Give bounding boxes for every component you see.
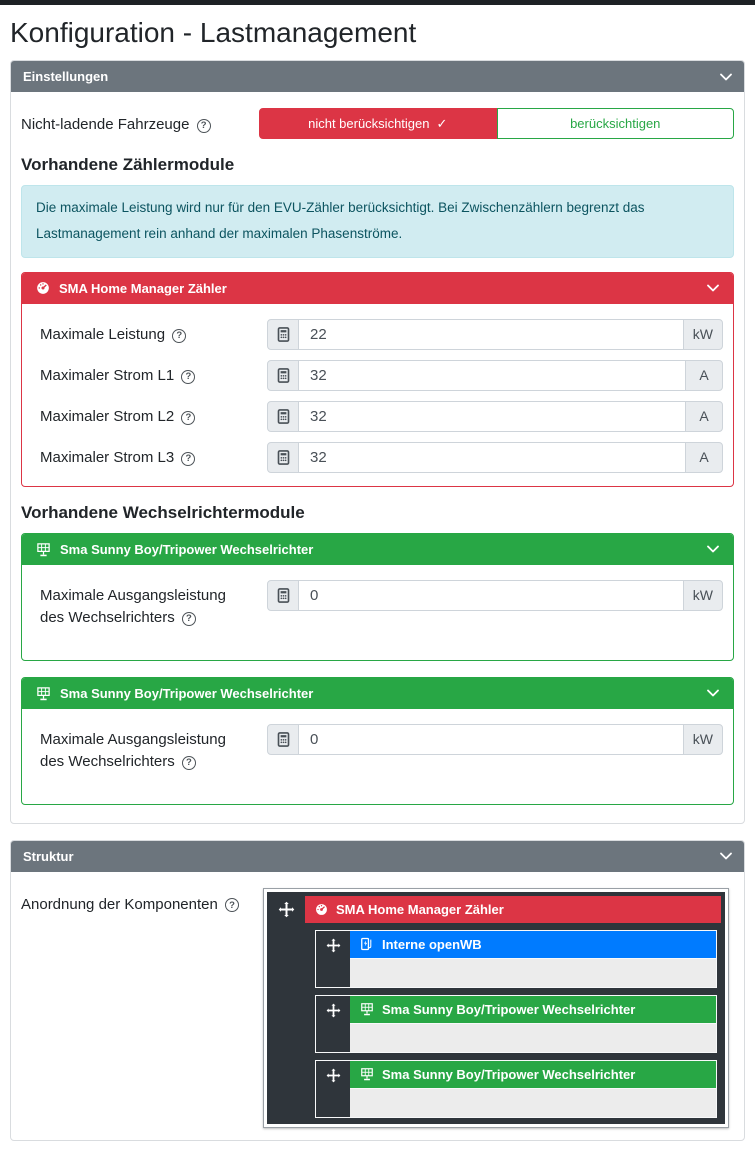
arrangement-row: Anordnung der Komponenten ? SMA Home Man… — [21, 887, 734, 1128]
solar-panel-icon — [360, 1067, 374, 1081]
calculator-button[interactable] — [267, 318, 299, 350]
ignore-button[interactable]: nicht berücksichtigen ✓ — [259, 108, 497, 139]
tree-child-chargepoint: Interne openWB — [315, 929, 717, 988]
check-icon: ✓ — [436, 115, 448, 131]
settings-card-body: Nicht-ladende Fahrzeuge ? nicht berücksi… — [11, 92, 744, 823]
calculator-icon — [277, 408, 290, 424]
non-charging-vehicles-row: Nicht-ladende Fahrzeuge ? nicht berücksi… — [21, 108, 734, 139]
tree-node-inverter: Sma Sunny Boy/Tripower Wechselrichter — [350, 995, 716, 1023]
max-current-l1-input[interactable] — [298, 359, 686, 391]
structure-card-header[interactable]: Struktur — [11, 840, 744, 872]
help-icon[interactable]: ? — [225, 898, 239, 913]
charging-station-icon — [360, 937, 374, 951]
structure-card-title: Struktur — [23, 848, 74, 864]
calculator-button[interactable] — [267, 723, 299, 755]
move-handle-icon[interactable] — [326, 938, 341, 987]
settings-card-title: Einstellungen — [23, 69, 109, 84]
chevron-down-icon — [707, 545, 719, 553]
help-icon[interactable]: ? — [181, 369, 196, 384]
drop-zone[interactable] — [350, 957, 716, 987]
chevron-down-icon — [707, 689, 719, 697]
inverter-module-title: Sma Sunny Boy/Tripower Wechselrichter — [60, 685, 314, 701]
structure-card: Struktur Anordnung der Komponenten ? — [10, 839, 745, 1141]
calculator-button[interactable] — [267, 359, 299, 391]
max-output-power-input[interactable] — [298, 579, 684, 611]
structure-card-body: Anordnung der Komponenten ? SMA Home Man… — [11, 872, 744, 1140]
calculator-button[interactable] — [267, 441, 299, 473]
unit-label: kW — [682, 579, 723, 611]
arrangement-label: Anordnung der Komponenten ? — [21, 888, 263, 913]
tree-node-counter: SMA Home Manager Zähler — [305, 895, 721, 923]
non-charging-vehicles-label: Nicht-ladende Fahrzeuge ? — [21, 108, 259, 135]
move-handle-icon[interactable] — [326, 1068, 341, 1117]
calculator-icon — [277, 326, 290, 342]
component-tree: SMA Home Manager Zähler — [263, 887, 729, 1128]
tree-node-inverter: Sma Sunny Boy/Tripower Wechselrichter — [350, 1060, 716, 1088]
gauge-icon — [36, 281, 50, 295]
calculator-icon — [277, 587, 290, 603]
meter-modules-heading: Vorhandene Zählermodule — [21, 155, 235, 174]
max-current-l3-row: Maximaler Strom L3 ? A — [40, 441, 723, 473]
help-icon[interactable]: ? — [172, 328, 187, 343]
settings-card-header[interactable]: Einstellungen — [11, 61, 744, 92]
unit-label: kW — [682, 723, 723, 755]
max-current-l2-row: Maximaler Strom L2 ? A — [40, 400, 723, 432]
inverter-module-card-1: Sma Sunny Boy/Tripower Wechselrichter Ma… — [21, 532, 734, 661]
page-title: Konfiguration - Lastmanagement — [10, 17, 417, 48]
drop-zone[interactable] — [350, 1087, 716, 1117]
tree-child-inverter-1: Sma Sunny Boy/Tripower Wechselrichter — [315, 994, 717, 1053]
max-current-l1-row: Maximaler Strom L1 ? A — [40, 359, 723, 391]
solar-panel-icon — [36, 542, 51, 557]
chevron-down-icon — [707, 284, 719, 292]
max-output-power-row: Maximale Ausgangsleistung des Wechselric… — [40, 579, 723, 630]
settings-card: Einstellungen Nicht-ladende Fahrzeuge ? … — [10, 60, 745, 824]
inverter-module-card-2: Sma Sunny Boy/Tripower Wechselrichter Ma… — [21, 676, 734, 805]
inverter-modules-heading: Vorhandene Wechselrichtermodule — [21, 502, 305, 522]
navbar-bottom-edge — [0, 0, 755, 5]
max-power-input[interactable] — [298, 318, 684, 350]
help-icon[interactable]: ? — [181, 451, 196, 466]
calculator-button[interactable] — [267, 400, 299, 432]
meter-module-header[interactable]: SMA Home Manager Zähler — [22, 272, 733, 304]
help-icon[interactable]: ? — [196, 118, 211, 133]
tree-node-chargepoint: Interne openWB — [350, 930, 716, 958]
max-current-l3-input[interactable] — [298, 441, 686, 473]
help-icon[interactable]: ? — [181, 756, 196, 771]
main-content: Konfiguration - Lastmanagement Einstellu… — [0, 5, 755, 1155]
meter-module-title: SMA Home Manager Zähler — [59, 280, 227, 296]
unit-label: A — [685, 400, 723, 432]
meter-module-card: SMA Home Manager Zähler Maximale Leistun… — [21, 271, 734, 487]
solar-panel-icon — [360, 1002, 374, 1016]
gauge-icon — [315, 903, 328, 916]
calculator-icon — [277, 731, 290, 747]
help-icon[interactable]: ? — [181, 612, 196, 627]
help-icon[interactable]: ? — [181, 410, 196, 425]
unit-label: A — [685, 441, 723, 473]
solar-panel-icon — [36, 686, 51, 701]
calculator-icon — [277, 367, 290, 383]
unit-label: kW — [682, 318, 723, 350]
calculator-button[interactable] — [267, 579, 299, 611]
move-handle-icon[interactable] — [326, 1003, 341, 1052]
chevron-down-icon — [720, 852, 732, 860]
info-alert: Die maximale Leistung wird nur für den E… — [21, 185, 734, 258]
inverter-module-title: Sma Sunny Boy/Tripower Wechselrichter — [60, 541, 314, 557]
tree-child-inverter-2: Sma Sunny Boy/Tripower Wechselrichter — [315, 1059, 717, 1118]
max-current-l2-input[interactable] — [298, 400, 686, 432]
non-charging-vehicles-toggle: nicht berücksichtigen ✓ berücksichtigen — [259, 108, 734, 139]
chevron-down-icon — [720, 73, 732, 81]
meter-module-body: Maximale Leistung ? kW Maximaler Strom L… — [22, 304, 733, 486]
consider-button[interactable]: berücksichtigen — [496, 108, 734, 139]
unit-label: A — [685, 359, 723, 391]
inverter-module-header[interactable]: Sma Sunny Boy/Tripower Wechselrichter — [22, 533, 733, 565]
calculator-icon — [277, 449, 290, 465]
max-output-power-input[interactable] — [298, 723, 684, 755]
tree-root-node: SMA Home Manager Zähler — [267, 891, 725, 1124]
max-output-power-row: Maximale Ausgangsleistung des Wechselric… — [40, 723, 723, 774]
drop-zone[interactable] — [350, 1022, 716, 1052]
move-handle-icon[interactable] — [278, 901, 295, 1124]
inverter-module-header[interactable]: Sma Sunny Boy/Tripower Wechselrichter — [22, 677, 733, 709]
max-power-row: Maximale Leistung ? kW — [40, 318, 723, 350]
